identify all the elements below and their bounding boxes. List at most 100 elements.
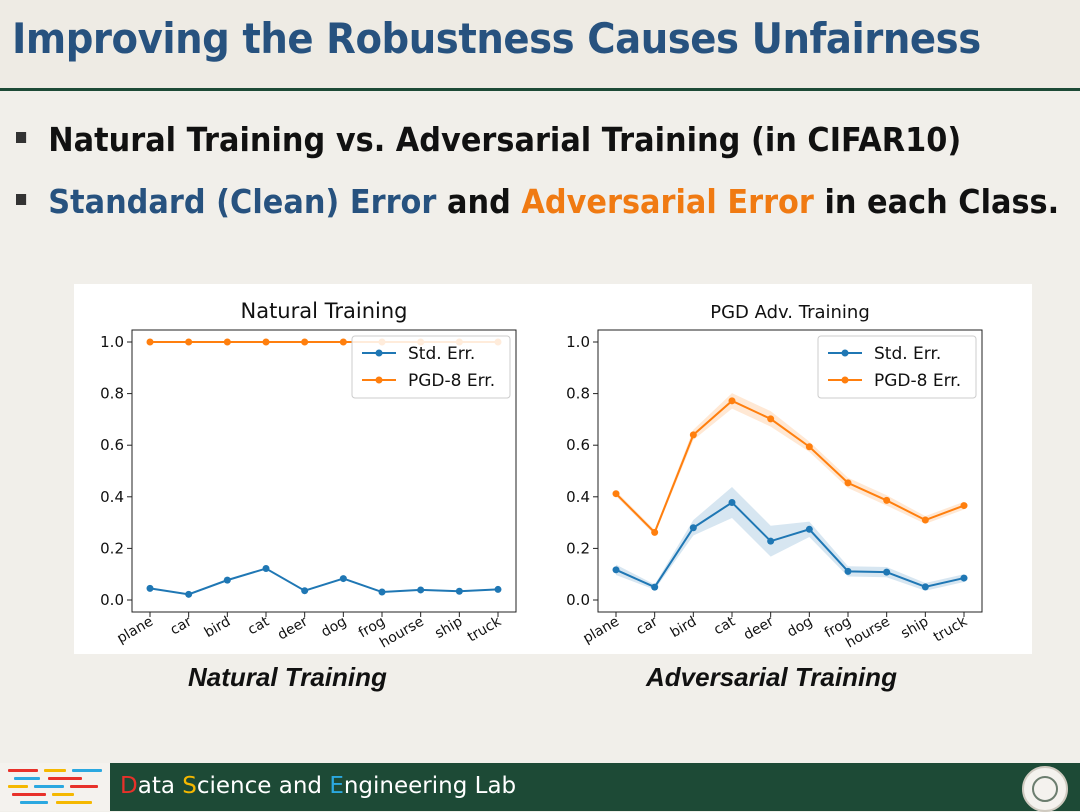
footer-letter-e: E	[329, 773, 344, 799]
caption-adversarial-training: Adversarial Training	[646, 662, 897, 692]
x-tick-label: car	[634, 613, 661, 638]
x-tick-label: truck	[931, 613, 971, 645]
x-tick-label: truck	[465, 613, 505, 645]
data-point	[651, 528, 659, 536]
legend-label: Std. Err.	[874, 344, 941, 364]
data-point	[223, 338, 231, 346]
series-line	[615, 501, 965, 589]
title-divider	[0, 88, 1080, 91]
data-point	[844, 567, 852, 575]
y-tick-label: 0.4	[100, 488, 124, 506]
data-point	[921, 583, 929, 591]
data-point	[301, 338, 309, 346]
legend-box	[817, 335, 977, 399]
data-point	[767, 537, 775, 545]
data-point	[960, 502, 968, 510]
plot-frame	[597, 329, 983, 613]
confidence-band	[616, 486, 964, 591]
university-seal-icon	[1022, 766, 1068, 812]
data-point	[689, 431, 697, 439]
chart-title: PGD Adv. Training	[710, 302, 870, 323]
data-point	[378, 588, 386, 596]
x-tick-label: bird	[202, 614, 234, 641]
y-tick-label: 0.8	[100, 385, 124, 403]
y-tick-label: 0.2	[100, 539, 124, 557]
slide-title: Improving the Robustness Causes Unfairne…	[12, 14, 981, 63]
data-point	[612, 490, 620, 498]
data-point	[883, 496, 891, 504]
data-point	[262, 338, 270, 346]
data-point	[767, 415, 775, 423]
plot-frame	[131, 329, 517, 613]
chart-panel: Natural Training 0.0 0.2 0.4 0.6 0.8 1.0 plane c…	[74, 284, 1032, 654]
y-tick-label: 0.0	[100, 591, 124, 609]
x-tick-label: cat	[711, 613, 738, 638]
chart-title: Natural Training	[241, 299, 408, 323]
legend-marker	[375, 376, 383, 384]
data-point	[689, 524, 697, 532]
x-tick-label: cat	[245, 613, 272, 638]
series-line	[615, 399, 965, 535]
bullet-natural-vs-adversarial: Natural Training vs. Adversarial Trainin…	[16, 120, 961, 159]
data-point	[728, 397, 736, 405]
y-tick-label: 1.0	[566, 333, 590, 351]
legend-label: Std. Err.	[408, 344, 475, 364]
x-tick-label: plane	[114, 614, 156, 647]
x-tick-label: dog	[319, 614, 350, 641]
x-tick-label: plane	[580, 614, 622, 647]
x-tick-label: car	[168, 613, 195, 638]
bullet-error-types: Standard (Clean) Error and Adversarial E…	[16, 182, 1059, 221]
legend-label: PGD-8 Err.	[874, 371, 961, 391]
data-point	[185, 338, 193, 346]
caption-natural-training: Natural Training	[188, 662, 387, 692]
y-tick-label: 0.4	[566, 488, 590, 506]
data-point	[844, 479, 852, 487]
data-point	[301, 587, 309, 595]
square-bullet-icon	[16, 132, 27, 143]
standard-error-text: Standard (Clean) Error	[48, 182, 437, 221]
data-point	[146, 584, 154, 592]
chart-2: PGD Adv. Training 0.0 0.2 0.4 0.6 0.8 1.0 plane…	[566, 302, 983, 651]
footer-letter-d: D	[120, 773, 138, 799]
data-point	[185, 590, 193, 598]
data-point	[146, 338, 154, 346]
data-point	[494, 585, 502, 593]
x-tick-label: dog	[785, 614, 816, 641]
y-tick-label: 0.6	[566, 436, 590, 454]
y-tick-label: 0.2	[566, 539, 590, 557]
legend-marker	[375, 349, 383, 357]
data-point	[417, 586, 425, 594]
data-point	[883, 568, 891, 576]
x-tick-label: ship	[432, 614, 465, 642]
footer-bar: Data Science and Engineering Lab	[0, 763, 1080, 811]
data-point	[223, 576, 231, 584]
data-point	[921, 516, 929, 524]
data-point	[651, 583, 659, 591]
x-tick-label: deer	[741, 613, 777, 643]
legend-label: PGD-8 Err.	[408, 371, 495, 391]
lab-logo	[0, 763, 110, 811]
data-point	[455, 587, 463, 595]
data-point	[805, 443, 813, 451]
square-bullet-icon	[16, 194, 27, 205]
and-text: and	[436, 182, 522, 221]
footer-text-part: cience and	[196, 773, 330, 799]
adversarial-error-text: Adversarial Error	[521, 182, 814, 221]
legend-marker	[841, 349, 849, 357]
data-point	[728, 498, 736, 506]
confidence-band	[616, 393, 964, 535]
footer-text-part: ata	[137, 773, 183, 799]
series-line	[149, 567, 499, 596]
each-class-text: in each Class.	[813, 182, 1060, 221]
title-bar: Improving the Robustness Causes Unfairne…	[0, 0, 1080, 88]
y-tick-label: 0.6	[100, 436, 124, 454]
footer-letter-s: S	[182, 773, 197, 799]
footer-text-part: ngineering Lab	[343, 773, 517, 799]
y-tick-label: 0.8	[566, 385, 590, 403]
x-tick-label: ship	[898, 614, 931, 642]
data-point	[339, 338, 347, 346]
x-tick-label: deer	[275, 613, 311, 643]
footer-lab-name: Data Science and Engineering Lab	[120, 773, 516, 799]
